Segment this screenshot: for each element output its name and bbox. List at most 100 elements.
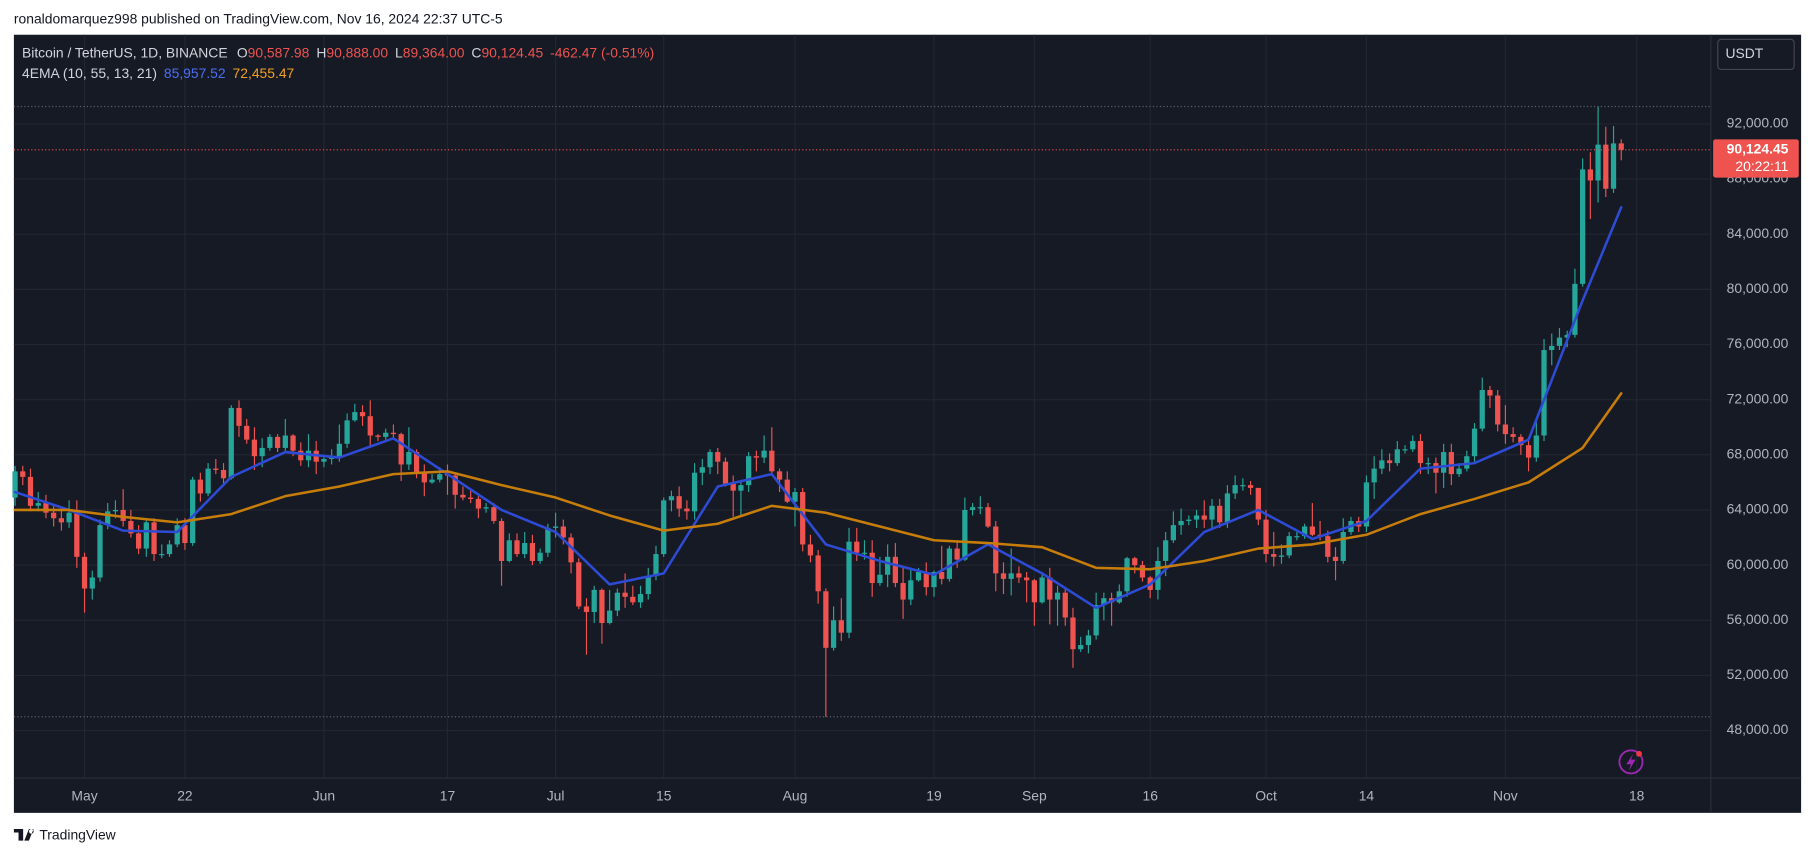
x-tick-label: Oct	[1255, 787, 1277, 803]
ohlc-key: C	[471, 44, 481, 60]
candle-body	[1031, 580, 1037, 603]
candle-body	[205, 468, 211, 494]
candle-body	[1139, 565, 1146, 578]
candle-body	[128, 520, 134, 534]
brand: TradingView	[13, 827, 117, 843]
ohlc-value: 90,124.45	[481, 44, 543, 60]
candle-body	[1495, 395, 1501, 425]
candle-body	[915, 571, 922, 581]
candle-body	[429, 479, 435, 483]
chart-panel	[13, 34, 1802, 813]
y-tick-label: 80,000.00	[1727, 280, 1789, 296]
candle-body	[1425, 463, 1431, 465]
y-tick-label: 76,000.00	[1727, 335, 1789, 351]
last-price-label: 90,124.45	[1727, 140, 1789, 156]
candle-body	[375, 435, 381, 437]
x-tick-label: Aug	[783, 787, 808, 803]
x-tick-label: 16	[1142, 787, 1158, 803]
candle-body	[1039, 577, 1045, 603]
ohlc-key: H	[316, 44, 326, 60]
candle-body	[383, 432, 389, 437]
candle-body	[1556, 337, 1563, 346]
brand-logo	[13, 829, 34, 841]
candle-body	[27, 476, 34, 506]
x-tick-label: Jun	[313, 787, 335, 803]
publisher-line: ronaldomarquez998 published on TradingVi…	[14, 10, 503, 26]
currency-button[interactable]	[1717, 38, 1795, 71]
candle-body	[1201, 515, 1207, 520]
candle-body	[1085, 635, 1092, 646]
candle-body	[1217, 505, 1223, 523]
candle-body	[1618, 143, 1624, 150]
candle-body	[506, 540, 512, 561]
candle-body	[1232, 485, 1238, 494]
candle-body	[274, 436, 281, 448]
icon-bolt[interactable]	[1626, 753, 1636, 772]
candle-body	[51, 512, 57, 519]
candle-body	[97, 525, 103, 578]
candle-body	[838, 620, 844, 633]
x-tick-label: 17	[440, 787, 456, 803]
y-tick-label: 64,000.00	[1727, 501, 1789, 517]
candle-body	[483, 507, 489, 509]
candle-body	[1008, 573, 1014, 579]
candle-body	[1024, 577, 1030, 581]
countdown-label: 20:22:11	[1735, 158, 1788, 174]
candle-body	[1278, 555, 1285, 557]
candle-body	[1271, 554, 1277, 557]
candle-body	[1479, 390, 1485, 429]
candle-body	[1541, 350, 1547, 436]
candle-body	[89, 577, 95, 589]
candle-body	[151, 522, 157, 555]
symbol-title: Bitcoin / TetherUS, 1D, BINANCE	[22, 44, 228, 60]
candle-body	[1379, 460, 1385, 469]
candle-body	[854, 541, 860, 553]
candle-body	[1518, 436, 1524, 446]
candle-body	[684, 508, 690, 512]
candle-body	[1093, 605, 1099, 636]
candle-body	[143, 522, 149, 549]
candle-body	[637, 594, 644, 603]
candle-body	[892, 556, 898, 584]
candle-body	[823, 591, 829, 648]
candle-body	[722, 461, 729, 484]
candle-body	[336, 443, 343, 458]
candle-body	[1070, 617, 1076, 650]
candle-body	[568, 537, 574, 563]
candle-body	[174, 525, 180, 545]
candle-body	[784, 479, 790, 502]
candle-body	[20, 471, 26, 477]
candle-body	[159, 554, 165, 556]
candle-body	[645, 576, 651, 595]
candle-body	[1309, 526, 1315, 535]
candle-body	[1572, 283, 1578, 335]
icon-circle[interactable]	[1618, 749, 1644, 775]
candle-body	[468, 497, 474, 499]
x-tick-label: 19	[926, 787, 942, 803]
candle-body	[514, 540, 520, 555]
candle-body	[166, 544, 173, 555]
candle-body	[12, 471, 18, 498]
candle-body	[1394, 449, 1400, 464]
candle-body	[1464, 456, 1470, 469]
ohlc-value: 90,888.00	[326, 44, 388, 60]
candle-body	[421, 472, 427, 483]
candle-body	[1132, 558, 1138, 566]
candle-body	[1240, 485, 1246, 487]
currency-label[interactable]: USDT	[1726, 45, 1764, 61]
candle-body	[197, 479, 204, 494]
candle-body	[498, 520, 505, 561]
candle-body	[1078, 645, 1084, 650]
icon-dot[interactable]	[1636, 750, 1642, 757]
candle-body	[1325, 536, 1331, 557]
candle-body	[437, 474, 443, 480]
candle-body	[1533, 435, 1539, 458]
replay-icon[interactable]	[1618, 749, 1644, 775]
candle-body	[1471, 428, 1478, 457]
candle-body	[475, 498, 482, 509]
x-tick-label: Nov	[1493, 787, 1518, 803]
candle-body	[1302, 526, 1308, 537]
candle-body	[668, 496, 675, 501]
candle-body	[413, 452, 420, 473]
candle-body	[1549, 345, 1555, 351]
